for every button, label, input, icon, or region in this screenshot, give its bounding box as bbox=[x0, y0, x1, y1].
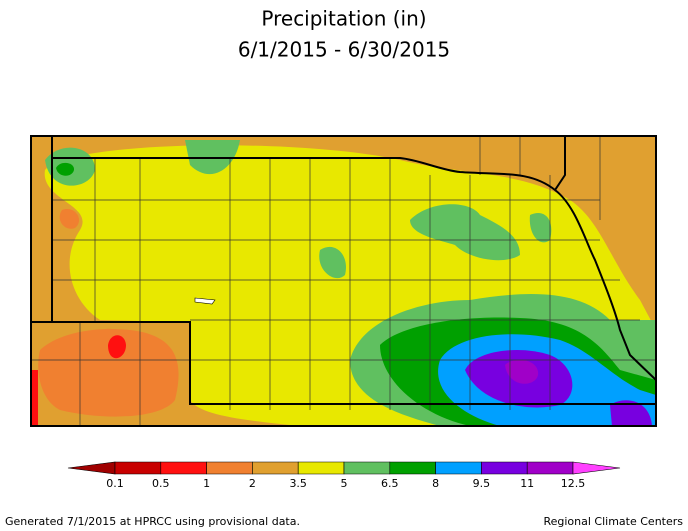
title: Precipitation (in) bbox=[261, 7, 426, 31]
legend-swatch bbox=[297, 461, 345, 475]
legend-label: 11 bbox=[520, 477, 534, 490]
legend-label: 0.5 bbox=[152, 477, 170, 490]
legend-swatch bbox=[481, 461, 528, 475]
legend-swatch bbox=[435, 461, 482, 475]
footer-left: Generated 7/1/2015 at HPRCC using provis… bbox=[5, 515, 300, 528]
legend-label: 2 bbox=[249, 477, 256, 490]
footer-right: Regional Climate Centers bbox=[543, 515, 683, 528]
legend-label: 12.5 bbox=[561, 477, 586, 490]
legend-label: 9.5 bbox=[473, 477, 491, 490]
legend-label: 5 bbox=[341, 477, 348, 490]
legend-swatch bbox=[572, 461, 621, 475]
legend-label: 8 bbox=[432, 477, 439, 490]
legend-label: 1 bbox=[203, 477, 210, 490]
legend: 0.1 0.5 1 2 3.5 5 6.5 8 9.5 11 12.5 bbox=[67, 461, 621, 490]
legend-label: 3.5 bbox=[289, 477, 307, 490]
legend-swatch bbox=[67, 461, 116, 475]
legend-swatch bbox=[389, 461, 436, 475]
legend-swatch bbox=[526, 461, 574, 475]
legend-swatch bbox=[206, 461, 253, 475]
legend-label: 0.1 bbox=[106, 477, 124, 490]
legend-swatch bbox=[252, 461, 299, 475]
legend-swatch bbox=[160, 461, 207, 475]
legend-swatch bbox=[114, 461, 162, 475]
legend-swatch bbox=[343, 461, 391, 475]
map-area bbox=[30, 135, 657, 427]
legend-label: 6.5 bbox=[381, 477, 399, 490]
subtitle: 6/1/2015 - 6/30/2015 bbox=[238, 38, 450, 62]
